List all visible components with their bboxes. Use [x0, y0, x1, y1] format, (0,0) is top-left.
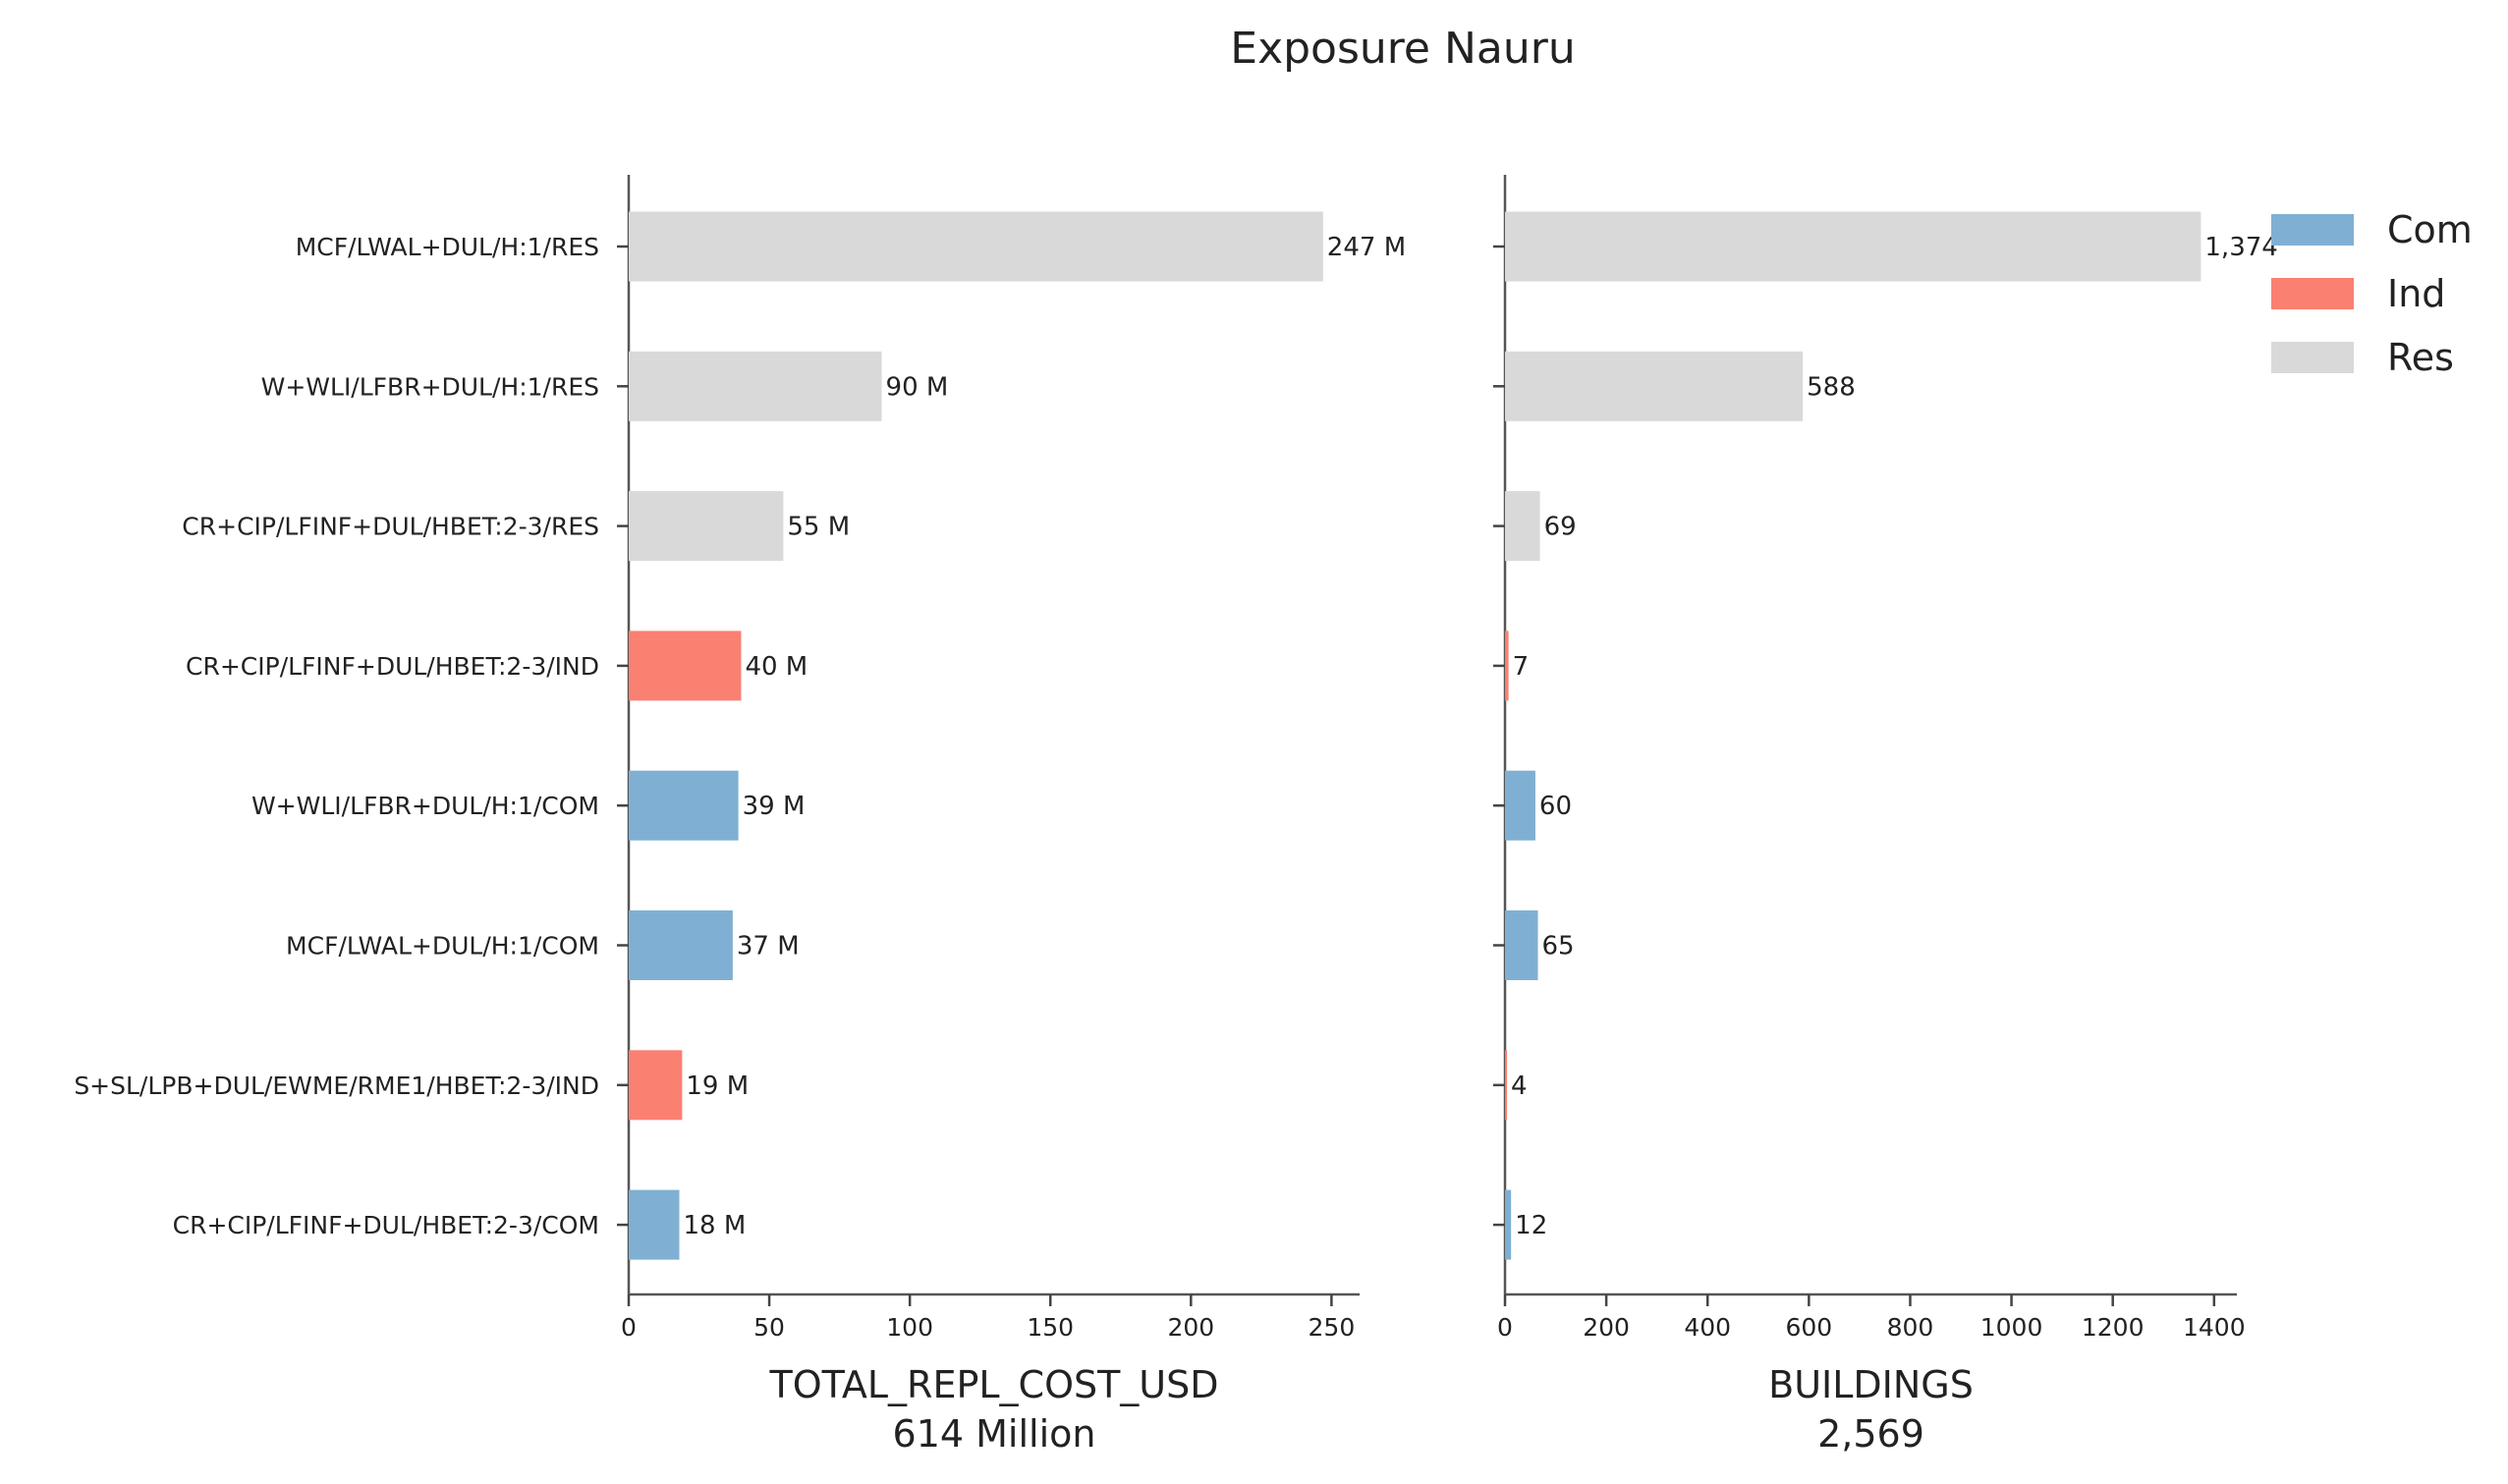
category-label: CR+CIP/LFINF+DUL/HBET:2-3/IND — [186, 652, 599, 681]
bar-com — [1505, 910, 1538, 980]
panel-1: 0 50 100 150 200 250 TOTAL_REPL_COST_USD 614 Mi… — [74, 175, 1406, 1456]
bar-value-label: 39 M — [743, 792, 806, 821]
bar-value-label: 18 M — [684, 1211, 747, 1240]
x-axis-title: TOTAL_REPL_COST_USD — [768, 1363, 1218, 1406]
x-tick-label: 800 — [1887, 1313, 1934, 1342]
bar-res — [1505, 351, 1804, 421]
bar-ind — [629, 631, 742, 701]
bar-value-label: 55 M — [787, 513, 850, 542]
category-label: W+WLI/LFBR+DUL/H:1/COM — [251, 792, 599, 820]
bar-value-label: 40 M — [745, 652, 808, 682]
x-tick-label: 100 — [886, 1313, 933, 1342]
x-tick-label: 400 — [1684, 1313, 1731, 1342]
bar-value-label: 69 — [1544, 513, 1577, 542]
bar-ind — [1505, 631, 1509, 701]
bar-res — [629, 211, 1323, 282]
chart-title: Exposure Nauru — [1230, 24, 1575, 74]
category-label: CR+CIP/LFINF+DUL/HBET:2-3/RES — [182, 513, 599, 541]
bar-ind — [1505, 1050, 1508, 1121]
x-tick-label: 250 — [1309, 1313, 1356, 1342]
x-tick-label: 50 — [753, 1313, 785, 1342]
bar-res — [1505, 211, 2201, 282]
bar-res — [629, 491, 784, 562]
x-tick-label: 200 — [1583, 1313, 1630, 1342]
x-tick-label: 600 — [1785, 1313, 1832, 1342]
bar-com — [1505, 770, 1535, 841]
x-tick-label: 200 — [1167, 1313, 1214, 1342]
bar-com — [629, 1189, 680, 1260]
panel-2: 0 200 400 600 800 1000 1200 1400 BUILDINGS 2,569 1… — [1493, 175, 2278, 1456]
x-axis-subtitle: 2,569 — [1817, 1412, 1924, 1456]
bar-value-label: 4 — [1511, 1072, 1528, 1101]
bar-value-label: 247 M — [1327, 233, 1406, 262]
category-label: W+WLI/LFBR+DUL/H:1/RES — [261, 372, 599, 401]
category-label: MCF/LWAL+DUL/H:1/RES — [296, 233, 599, 261]
x-tick-label: 0 — [621, 1313, 637, 1342]
bar-value-label: 90 M — [886, 372, 949, 402]
legend-swatch-com — [2271, 214, 2354, 246]
category-label: CR+CIP/LFINF+DUL/HBET:2-3/COM — [173, 1211, 599, 1239]
x-tick-label: 150 — [1027, 1313, 1074, 1342]
legend-label-ind: Ind — [2387, 272, 2445, 315]
bar-value-label: 588 — [1807, 372, 1856, 402]
legend-swatch-res — [2271, 342, 2354, 373]
bar-com — [629, 910, 733, 980]
bar-com — [1505, 1189, 1512, 1260]
chart-legend: Com Ind Res — [2271, 208, 2473, 379]
x-tick-label: 1000 — [1980, 1313, 2043, 1342]
bar-value-label: 37 M — [737, 932, 800, 962]
x-tick-label: 0 — [1497, 1313, 1513, 1342]
bar-res — [629, 351, 882, 421]
bar-ind — [629, 1050, 683, 1121]
x-axis-title: BUILDINGS — [1768, 1363, 1974, 1406]
bar-res — [1505, 491, 1540, 562]
x-tick-label: 1400 — [2183, 1313, 2246, 1342]
chart-panels: 0 50 100 150 200 250 TOTAL_REPL_COST_USD 614 Mi… — [74, 175, 2278, 1456]
bar-value-label: 60 — [1539, 792, 1572, 821]
category-label: S+SL/LPB+DUL/EWME/RME1/HBET:2-3/IND — [74, 1072, 599, 1100]
bar-value-label: 7 — [1513, 652, 1530, 682]
legend-label-com: Com — [2387, 208, 2473, 251]
legend-swatch-ind — [2271, 278, 2354, 309]
bar-value-label: 19 M — [686, 1072, 749, 1101]
x-tick-label: 1200 — [2082, 1313, 2145, 1342]
category-label: MCF/LWAL+DUL/H:1/COM — [286, 932, 599, 961]
bar-value-label: 12 — [1515, 1211, 1547, 1240]
bar-value-label: 1,374 — [2204, 233, 2277, 262]
legend-label-res: Res — [2387, 336, 2454, 379]
x-axis-subtitle: 614 Million — [893, 1412, 1096, 1456]
bar-com — [629, 770, 739, 841]
bar-value-label: 65 — [1542, 932, 1575, 962]
